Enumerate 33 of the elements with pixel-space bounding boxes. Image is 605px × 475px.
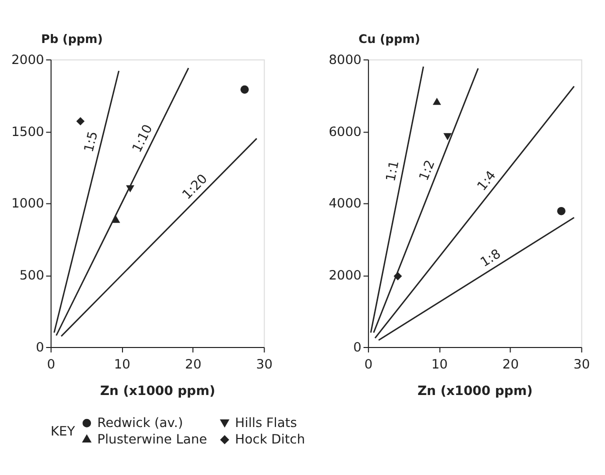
y-tick-label: 2000 xyxy=(328,268,362,284)
annotation: 1:5 xyxy=(82,130,102,154)
legend-label: Redwick (av.) xyxy=(97,416,184,432)
y-tick-label: 2000 xyxy=(11,52,44,68)
x-axis-title: Zn (x1000 ppm) xyxy=(417,384,533,400)
annotation: 1:10 xyxy=(130,122,156,156)
y-tick-label: 0 xyxy=(36,340,44,356)
legend-label: Hock Ditch xyxy=(235,432,306,448)
x-tick-label: 0 xyxy=(46,357,56,372)
annotation: 1:1 xyxy=(384,160,402,183)
annotation: 1:8 xyxy=(478,246,504,270)
x-tick-label: 30 xyxy=(573,357,590,372)
legend-label: Hills Flats xyxy=(235,416,298,432)
y-axis-title: Cu (ppm) xyxy=(358,32,420,46)
x-tick-label: 10 xyxy=(114,357,130,372)
y-axis-title: Pb (ppm) xyxy=(41,32,103,46)
y-tick-label: 4000 xyxy=(328,196,362,212)
y-tick-label: 1500 xyxy=(11,124,44,140)
annotation: 1:4 xyxy=(474,168,500,194)
x-tick-label: 10 xyxy=(431,357,448,372)
x-axis-title: Zn (x1000 ppm) xyxy=(100,384,216,400)
x-tick-label: 20 xyxy=(502,357,519,372)
x-tick-label: 0 xyxy=(364,357,373,372)
annotation: 1:2 xyxy=(416,158,438,183)
legend-label: Plusterwine Lane xyxy=(97,432,208,448)
y-tick-label: 6000 xyxy=(328,124,362,140)
x-tick-label: 30 xyxy=(256,357,273,372)
y-tick-label: 1000 xyxy=(11,196,44,212)
y-tick-label: 500 xyxy=(20,268,44,284)
y-tick-label: 0 xyxy=(353,340,362,356)
y-tick-label: 8000 xyxy=(328,52,362,68)
legend-title: KEY xyxy=(50,424,76,440)
x-tick-label: 20 xyxy=(185,357,202,372)
